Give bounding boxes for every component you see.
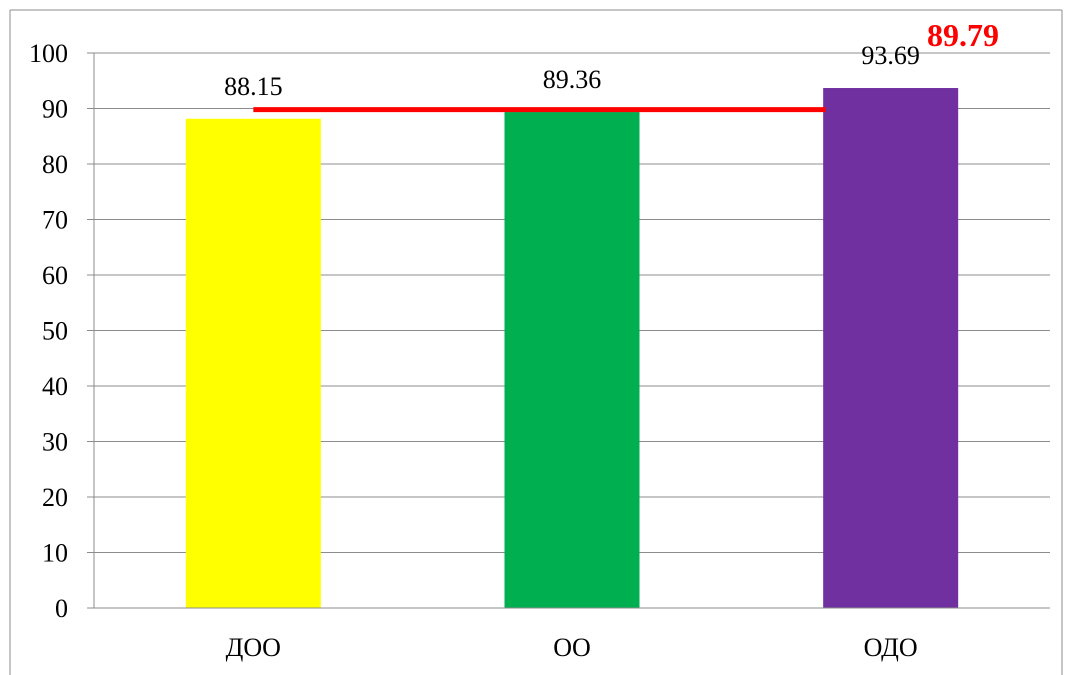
x-category-label: ДОО <box>226 633 281 662</box>
y-tick-label: 20 <box>42 483 68 512</box>
y-tick-label: 40 <box>42 372 68 401</box>
reference-line-label: 89.79 <box>927 17 999 53</box>
y-tick-label: 60 <box>42 261 68 290</box>
x-category-label: ОО <box>553 633 591 662</box>
bar-data-label: 93.69 <box>861 41 920 70</box>
y-tick-label: 30 <box>42 428 68 457</box>
y-tick-label: 80 <box>42 150 68 179</box>
y-tick-label: 0 <box>55 594 68 623</box>
bar-1 <box>185 118 321 608</box>
x-category-label: ОДО <box>864 633 918 662</box>
axes: 0 10 20 30 40 50 60 70 80 90 100 ДОО ОО ОДО <box>29 39 1050 662</box>
y-tick-label: 70 <box>42 206 68 235</box>
y-tick-label: 100 <box>29 39 68 68</box>
data-labels: 88.15 89.36 93.69 <box>224 41 920 101</box>
y-tick-label: 10 <box>42 539 68 568</box>
reference-line-group: 89.79 <box>253 17 999 113</box>
y-tick-label: 90 <box>42 95 68 124</box>
bar-data-label: 88.15 <box>224 72 283 101</box>
bars <box>185 88 959 608</box>
bar-data-label: 89.36 <box>543 65 602 94</box>
bar-3 <box>823 88 959 608</box>
y-tick-label: 50 <box>42 317 68 346</box>
bar-2 <box>504 112 640 608</box>
